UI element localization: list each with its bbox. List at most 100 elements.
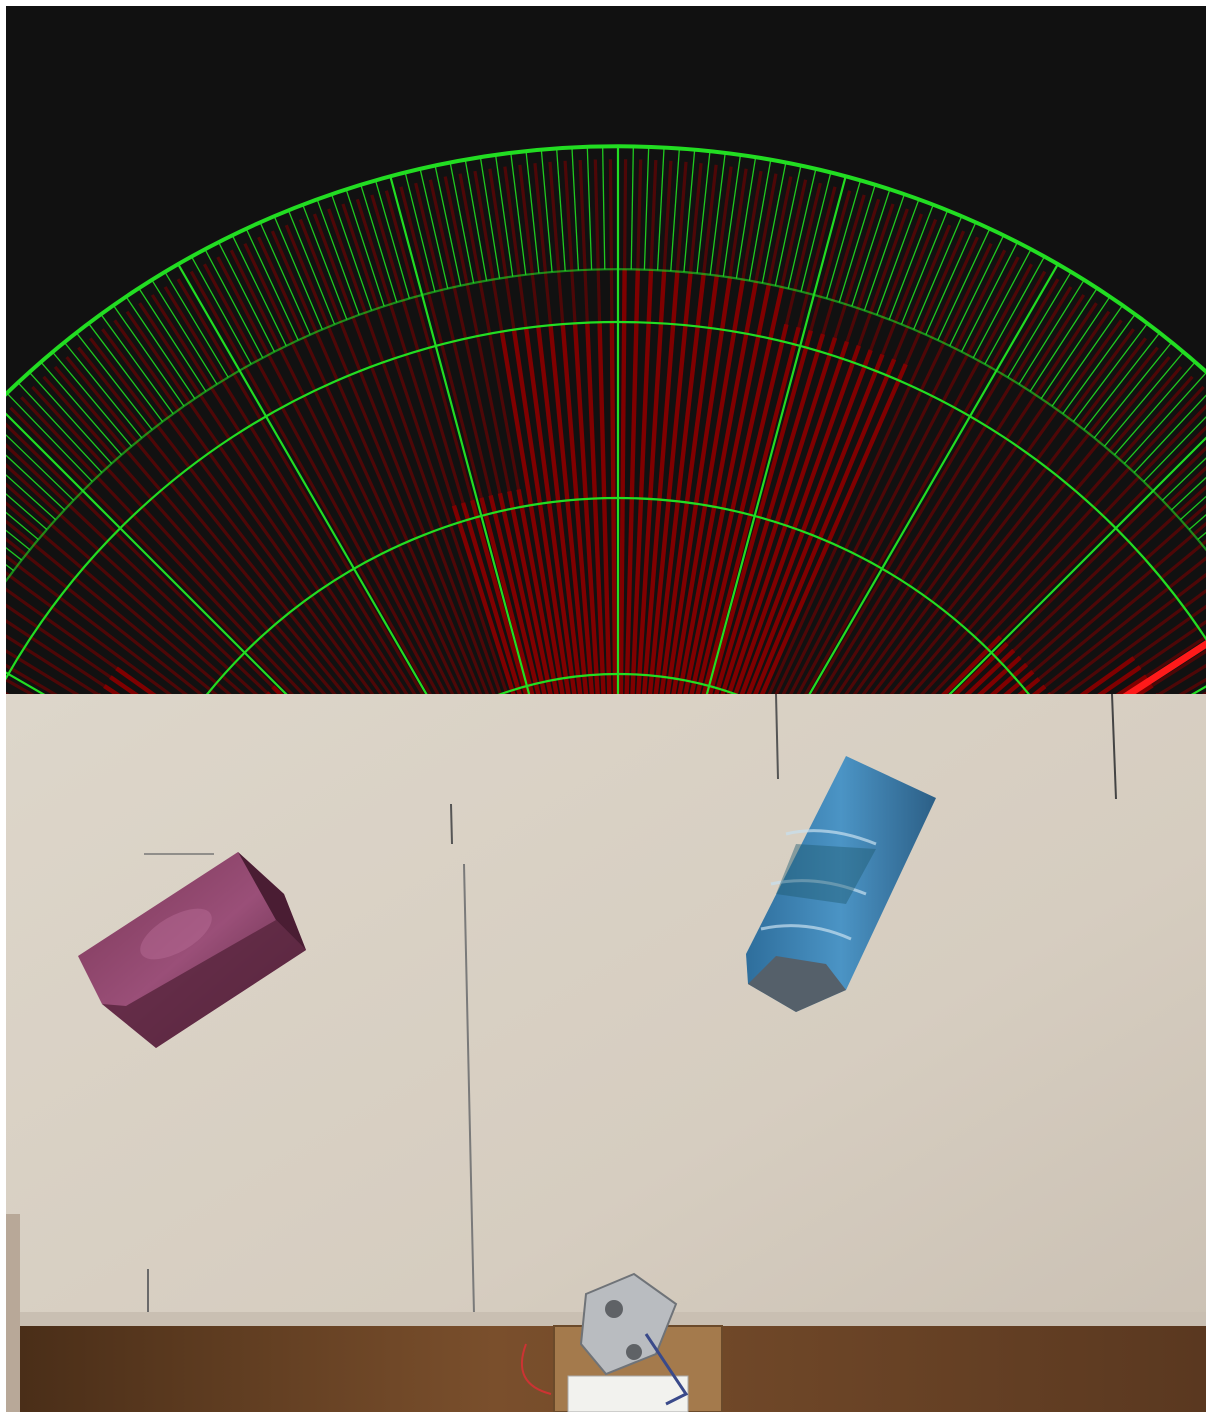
echo-ray-outer — [977, 485, 1206, 694]
echo-ray — [516, 489, 559, 694]
grid-tick — [87, 322, 164, 422]
grid-tick — [984, 256, 1046, 365]
grid-tick — [630, 146, 635, 270]
echo-ray-outer — [9, 406, 294, 694]
grid-tick — [164, 271, 229, 378]
grid-tick — [190, 256, 252, 365]
echo-ray-outer — [6, 463, 259, 694]
grid-spoke — [705, 175, 847, 694]
grid-tick — [1133, 394, 1206, 473]
echo-ray-outer — [1032, 556, 1206, 694]
grid-tick — [1062, 313, 1136, 415]
paper-seam — [1111, 694, 1117, 800]
grid-tick — [259, 221, 311, 335]
echo-ray-outer — [6, 537, 204, 694]
echo-ray-outer — [125, 310, 392, 694]
echo-ray-outer — [6, 603, 138, 694]
grid-tick — [6, 392, 93, 483]
grid-spoke — [6, 412, 288, 694]
grid-tick — [100, 313, 174, 415]
echo-ray-outer — [1048, 572, 1206, 694]
echo-ray-outer — [89, 337, 366, 694]
grid-tick — [434, 165, 462, 286]
grid-tick — [696, 150, 711, 274]
grid-tick — [761, 162, 787, 284]
echo-ray-outer — [774, 242, 993, 694]
echo-ray — [726, 340, 850, 694]
echo-ray-outer — [6, 443, 271, 694]
echo-ray-outer — [312, 213, 496, 694]
grid-tick — [28, 371, 113, 465]
grid-tick — [851, 188, 891, 307]
grid-tick — [722, 154, 742, 277]
grid-tick — [1007, 271, 1072, 378]
grid-tick — [6, 474, 57, 521]
grid-tick — [1103, 351, 1185, 447]
grid-tick — [670, 148, 681, 272]
grid-tick — [231, 234, 287, 347]
grid-tick — [138, 287, 207, 392]
grid-tick — [204, 248, 264, 359]
grid-tick — [555, 148, 566, 272]
grid-tick — [1051, 304, 1124, 407]
grid-tick — [419, 168, 449, 289]
polar-radar-plot — [6, 6, 1206, 694]
echo-ray-outer — [796, 263, 1034, 694]
echo-ray-outer — [781, 249, 1007, 694]
grid-tick — [273, 215, 323, 330]
echo-ray-outer — [852, 319, 1123, 694]
echo-ray-outer — [789, 256, 1020, 694]
echo-ray — [671, 279, 746, 694]
echo-ray-outer — [6, 554, 188, 694]
grid-tick — [345, 188, 385, 307]
echo-ray-outer — [844, 310, 1111, 694]
grid-spoke — [948, 436, 1206, 694]
grid-tick — [6, 511, 39, 541]
echo-ray-outer — [990, 503, 1206, 694]
paper-seam — [775, 694, 779, 780]
echo-ray — [707, 330, 813, 694]
grid-spoke — [389, 175, 531, 694]
grid-tick — [17, 381, 103, 473]
grid-tick — [1072, 322, 1149, 422]
grid-tick — [1040, 296, 1111, 399]
grid-tick — [825, 179, 862, 299]
echo-ray-outer — [229, 249, 455, 694]
echo-ray-outer — [1018, 539, 1206, 694]
echo-ray — [720, 337, 838, 694]
grid-tick — [709, 152, 726, 275]
echo-ray-outer — [930, 404, 1206, 694]
grid-tick — [494, 154, 514, 277]
echo-ray-outer — [270, 230, 476, 694]
echo-ray — [630, 269, 654, 694]
echo-ray-outer — [65, 356, 347, 694]
echo-ray — [739, 349, 873, 694]
echo-ray-outer — [889, 356, 1171, 694]
echo-ray-outer — [835, 302, 1098, 694]
echo-ray-outer — [942, 425, 1206, 694]
echo-ray-outer — [803, 270, 1047, 694]
echo-ray — [507, 490, 553, 694]
grid-tick — [949, 234, 1005, 347]
echo-ray — [479, 497, 535, 694]
grid-tick — [888, 204, 934, 320]
grid-tick — [525, 150, 540, 274]
echo-ray — [759, 363, 908, 694]
echo-ray-outer — [6, 501, 232, 694]
echo-ray — [659, 275, 719, 694]
grid-tick — [913, 215, 963, 330]
echo-ray-outer — [6, 634, 100, 694]
echo-ray-outer — [6, 587, 156, 694]
grid-tick — [75, 332, 153, 431]
grid-tick — [245, 228, 299, 341]
grid-tick — [404, 171, 436, 292]
echo-ray — [746, 353, 885, 694]
grid-tick — [838, 184, 876, 303]
blue-box — [746, 756, 936, 1012]
echo-ray-outer — [216, 256, 447, 694]
echo-ray — [497, 492, 547, 694]
echo-ray-outer — [42, 375, 327, 694]
echo-ray-outer — [138, 302, 401, 694]
grid-tick — [1018, 279, 1085, 385]
grid-tick — [6, 529, 31, 551]
